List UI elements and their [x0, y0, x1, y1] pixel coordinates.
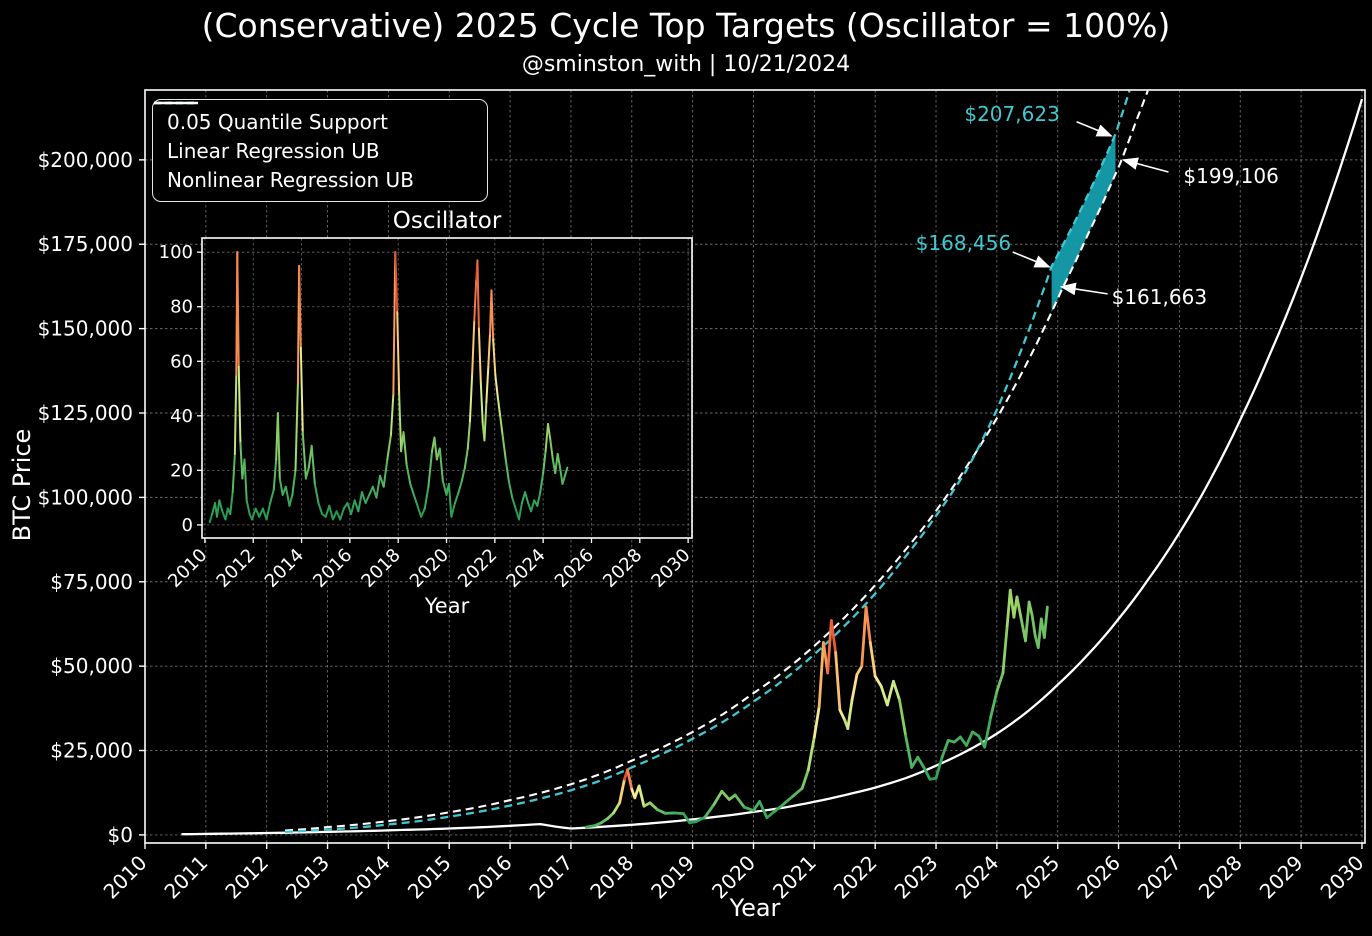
svg-text:100: 100	[159, 242, 193, 263]
price-annotation: $207,623	[964, 101, 1060, 126]
svg-text:2024: 2024	[502, 545, 549, 592]
quantile-support-line	[181, 98, 1364, 836]
legend-label: Linear Regression UB	[167, 138, 380, 163]
svg-text:2013: 2013	[281, 851, 334, 904]
svg-text:2012: 2012	[213, 545, 260, 592]
svg-text:2022: 2022	[829, 851, 882, 904]
svg-text:2018: 2018	[357, 545, 404, 592]
svg-text:2010: 2010	[164, 545, 211, 592]
svg-text:2030: 2030	[647, 545, 694, 592]
svg-text:20: 20	[170, 460, 193, 481]
inset-x-axis-label: Year	[424, 594, 470, 618]
svg-text:2028: 2028	[1194, 851, 1247, 904]
svg-text:2029: 2029	[1255, 851, 1308, 904]
legend: 0.05 Quantile Support Linear Regression …	[152, 99, 488, 202]
linear-regression-ub-line	[284, 90, 1131, 834]
svg-text:2030: 2030	[1316, 851, 1369, 904]
legend-item-quantile-support: 0.05 Quantile Support	[154, 101, 473, 134]
svg-text:2028: 2028	[599, 545, 646, 592]
svg-text:2017: 2017	[525, 851, 578, 904]
svg-text:$50,000: $50,000	[50, 654, 133, 678]
y-axis-label: BTC Price	[8, 428, 36, 542]
svg-text:2024: 2024	[950, 851, 1003, 904]
legend-label: 0.05 Quantile Support	[167, 109, 388, 134]
svg-text:$125,000: $125,000	[38, 401, 133, 425]
svg-text:2016: 2016	[464, 851, 517, 904]
svg-text:2015: 2015	[403, 851, 456, 904]
chart-title: (Conservative) 2025 Cycle Top Targets (O…	[201, 6, 1171, 45]
annotation-arrows	[1012, 120, 1169, 296]
chart-subtitle: @sminston_with | 10/21/2024	[521, 52, 851, 77]
legend-label: Nonlinear Regression UB	[167, 167, 414, 192]
svg-text:2026: 2026	[1072, 851, 1125, 904]
svg-text:2019: 2019	[646, 851, 699, 904]
svg-text:$25,000: $25,000	[50, 739, 133, 763]
svg-text:2018: 2018	[585, 851, 638, 904]
legend-item-nonlinear-ub: Nonlinear Regression UB	[154, 101, 473, 192]
svg-text:60: 60	[170, 351, 193, 372]
x-axis-label: Year	[729, 894, 781, 922]
legend-item-linear-ub: Linear Regression UB	[154, 101, 473, 163]
svg-text:2014: 2014	[342, 851, 395, 904]
svg-text:2026: 2026	[551, 545, 598, 592]
nonlinear-regression-ub-line	[284, 90, 1149, 832]
axes-frame	[144, 89, 1366, 844]
svg-text:$200,000: $200,000	[38, 148, 133, 172]
svg-text:$100,000: $100,000	[38, 485, 133, 509]
svg-text:2010: 2010	[99, 851, 152, 904]
svg-text:40: 40	[170, 406, 193, 427]
price-annotation: $168,456	[915, 230, 1012, 255]
inset-title: Oscillator	[392, 208, 502, 234]
inset-oscillator-chart: 2010 2012 2014 2016 2018 2020 2022 2024 2026 2028…	[159, 237, 695, 592]
svg-text:$0: $0	[108, 823, 133, 847]
svg-text:2023: 2023	[890, 851, 943, 904]
svg-text:2012: 2012	[220, 851, 273, 904]
svg-text:$150,000: $150,000	[38, 317, 133, 341]
svg-text:0: 0	[182, 515, 193, 536]
price-annotation: $161,663	[1111, 285, 1208, 310]
svg-text:2022: 2022	[454, 545, 501, 592]
svg-text:2011: 2011	[159, 851, 212, 904]
svg-text:2016: 2016	[309, 545, 356, 592]
price-line	[584, 588, 1049, 829]
svg-text:2020: 2020	[406, 545, 453, 592]
svg-text:$175,000: $175,000	[38, 232, 133, 256]
svg-text:80: 80	[170, 297, 193, 318]
svg-text:2014: 2014	[261, 545, 308, 592]
target-band	[1051, 134, 1116, 313]
svg-text:$75,000: $75,000	[50, 570, 133, 594]
svg-text:2025: 2025	[1011, 851, 1064, 904]
white-dashed-line-swatch	[154, 101, 198, 105]
svg-text:2027: 2027	[1133, 851, 1186, 904]
main-gridlines	[144, 90, 1365, 843]
price-annotation: $199,106	[1183, 163, 1279, 188]
